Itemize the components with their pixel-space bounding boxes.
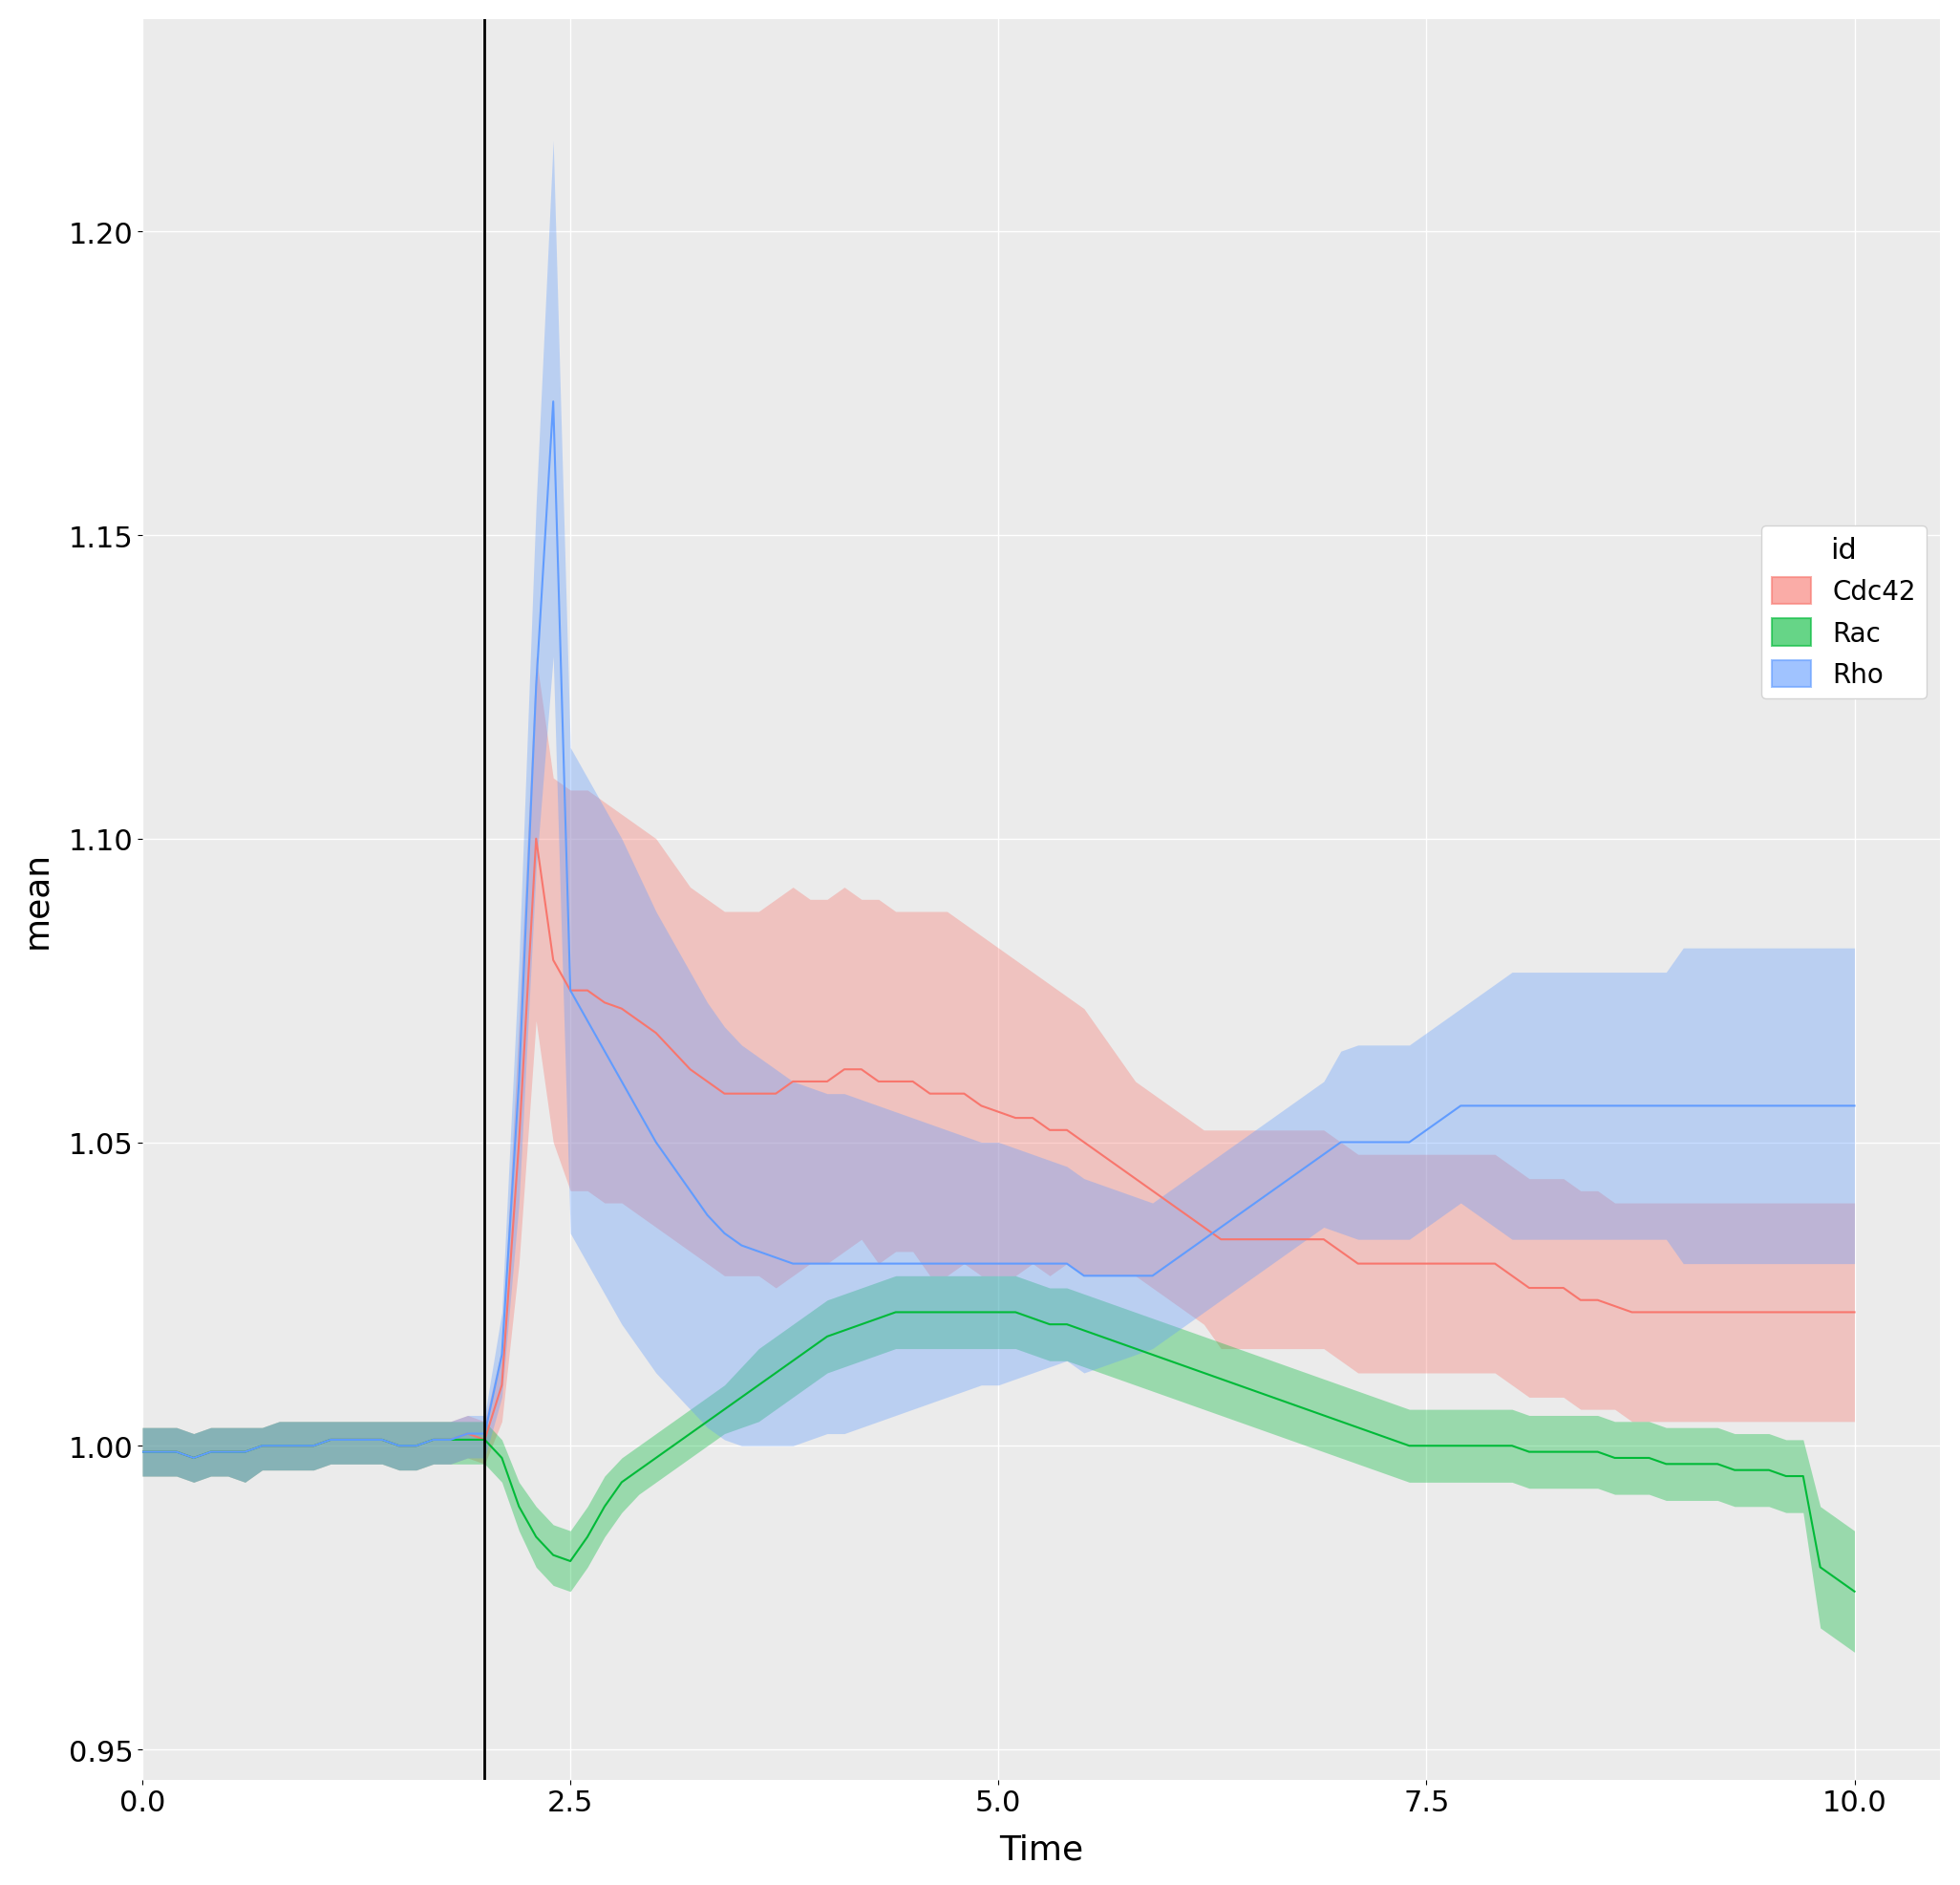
Legend: Cdc42, Rac, Rho: Cdc42, Rac, Rho <box>1760 526 1927 699</box>
Y-axis label: mean: mean <box>20 850 53 948</box>
X-axis label: Time: Time <box>1000 1832 1084 1864</box>
